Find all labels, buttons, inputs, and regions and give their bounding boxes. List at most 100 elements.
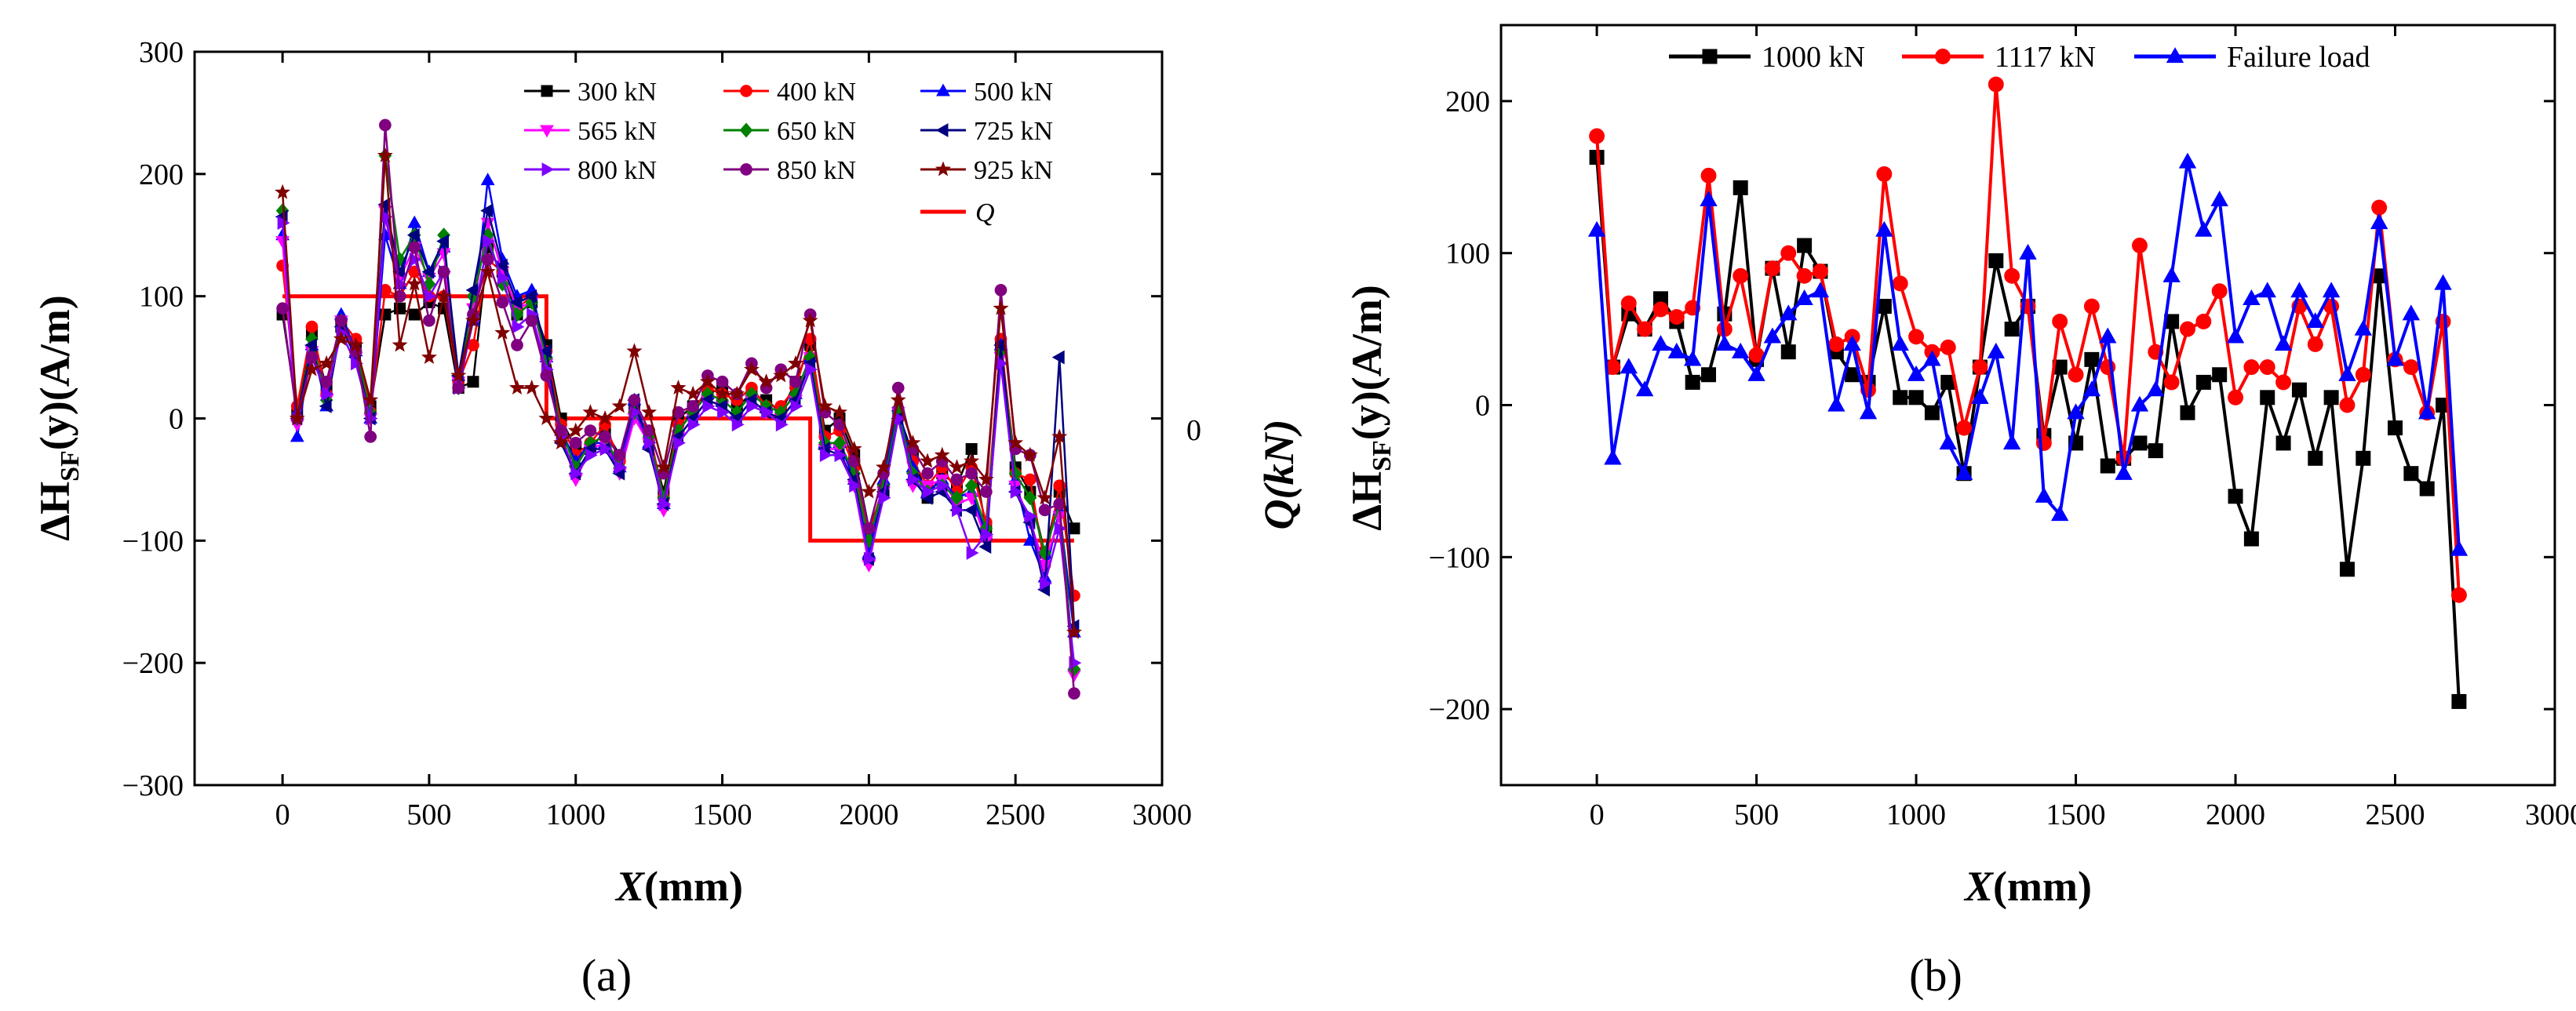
- data-point: [305, 320, 319, 333]
- data-point: [1604, 449, 1622, 465]
- x-tick-label: 1500: [2046, 798, 2106, 831]
- legend-label: 1000 kN: [1762, 41, 1865, 74]
- data-point: [569, 436, 582, 449]
- data-point: [1587, 220, 1606, 237]
- data-point: [422, 276, 436, 292]
- data-point: [1667, 342, 1686, 358]
- data-point: [2211, 283, 2228, 300]
- data-point: [1811, 282, 1830, 298]
- data-point: [1037, 489, 1053, 505]
- data-point: [685, 385, 701, 401]
- legend-marker: [740, 85, 752, 97]
- y-axis-label-a: ΔHSF(y)(A/m): [31, 295, 85, 540]
- data-point: [789, 375, 802, 388]
- data-point: [2339, 562, 2355, 577]
- data-point: [1908, 390, 1924, 405]
- data-point: [1795, 289, 1813, 305]
- data-point: [1875, 220, 1893, 237]
- data-point: [1620, 295, 1637, 311]
- data-point: [2068, 366, 2084, 383]
- data-point: [2386, 350, 2404, 366]
- data-point: [773, 367, 789, 383]
- data-point: [1038, 504, 1051, 517]
- legend-item: 850 kN: [723, 156, 856, 185]
- data-point: [584, 424, 597, 437]
- data-point: [567, 422, 584, 438]
- data-point: [2050, 505, 2069, 522]
- legend-marker: [541, 162, 555, 176]
- data-point: [861, 483, 877, 499]
- series-850-kn: [276, 118, 1080, 700]
- data-point: [1797, 238, 1813, 253]
- x-tick-label: 3000: [1132, 798, 1192, 831]
- data-point: [1939, 434, 1957, 450]
- data-point: [2052, 313, 2068, 329]
- data-point: [1764, 260, 1780, 277]
- data-point: [1763, 327, 1782, 344]
- data-point: [714, 385, 731, 401]
- data-point: [421, 349, 437, 365]
- data-point: [833, 435, 847, 451]
- data-point: [599, 442, 613, 456]
- data-point: [408, 241, 421, 254]
- x-tick-label: 500: [1734, 798, 1779, 831]
- data-point: [1813, 264, 1828, 279]
- data-point: [599, 431, 611, 443]
- chart-panel-b: 050010001500200025003000−200−1000100200 …: [1255, 24, 2576, 1001]
- x-tick-label: 1500: [693, 798, 752, 831]
- data-point: [363, 391, 379, 407]
- data-point: [2258, 282, 2276, 298]
- data-point: [2195, 220, 2213, 237]
- legend-marker: [1935, 49, 1951, 64]
- data-point: [1747, 365, 1765, 381]
- data-point: [2100, 458, 2115, 474]
- data-point: [540, 369, 553, 382]
- data-point: [2338, 365, 2356, 381]
- legend-label: 850 kN: [777, 156, 856, 185]
- data-point: [1683, 350, 1702, 366]
- legend-item: 400 kN: [723, 78, 856, 107]
- data-point: [2243, 359, 2260, 375]
- data-point: [2370, 213, 2388, 230]
- legend-item: 725 kN: [920, 117, 1053, 146]
- legend-item: 500 kN: [920, 78, 1053, 107]
- data-point: [1022, 446, 1038, 462]
- data-point: [775, 417, 789, 432]
- data-point: [525, 314, 538, 327]
- data-point: [465, 312, 481, 328]
- data-point: [1907, 365, 1926, 381]
- data-point: [2388, 420, 2403, 436]
- data-point: [687, 400, 700, 413]
- data-point: [1733, 180, 1748, 195]
- data-point: [1923, 350, 1941, 366]
- data-point: [2259, 359, 2275, 375]
- data-point: [819, 448, 833, 463]
- data-point: [2035, 486, 2053, 503]
- data-point: [2131, 238, 2148, 253]
- data-point: [2084, 351, 2100, 367]
- data-point: [687, 417, 701, 432]
- data-point: [582, 404, 599, 420]
- legend-marker: [936, 83, 950, 96]
- y-tick-label: 100: [139, 281, 184, 314]
- data-point: [523, 379, 540, 395]
- legend-item: 925 kN: [920, 156, 1053, 185]
- data-point: [2132, 435, 2148, 451]
- data-point: [981, 527, 994, 542]
- y-tick-label: 0: [169, 403, 184, 436]
- series-line: [1595, 157, 2461, 702]
- data-point: [672, 405, 685, 419]
- data-point: [538, 409, 555, 426]
- data-point: [846, 440, 862, 456]
- data-point: [673, 435, 686, 450]
- data-point: [319, 355, 335, 370]
- data-point: [2354, 319, 2373, 336]
- data-point: [950, 473, 964, 486]
- legend-item: 650 kN: [723, 117, 856, 146]
- data-point: [994, 284, 1007, 296]
- data-point: [1972, 359, 1988, 375]
- data-point: [655, 459, 672, 475]
- data-point: [508, 380, 526, 395]
- data-point: [643, 435, 657, 450]
- data-point: [2275, 435, 2291, 451]
